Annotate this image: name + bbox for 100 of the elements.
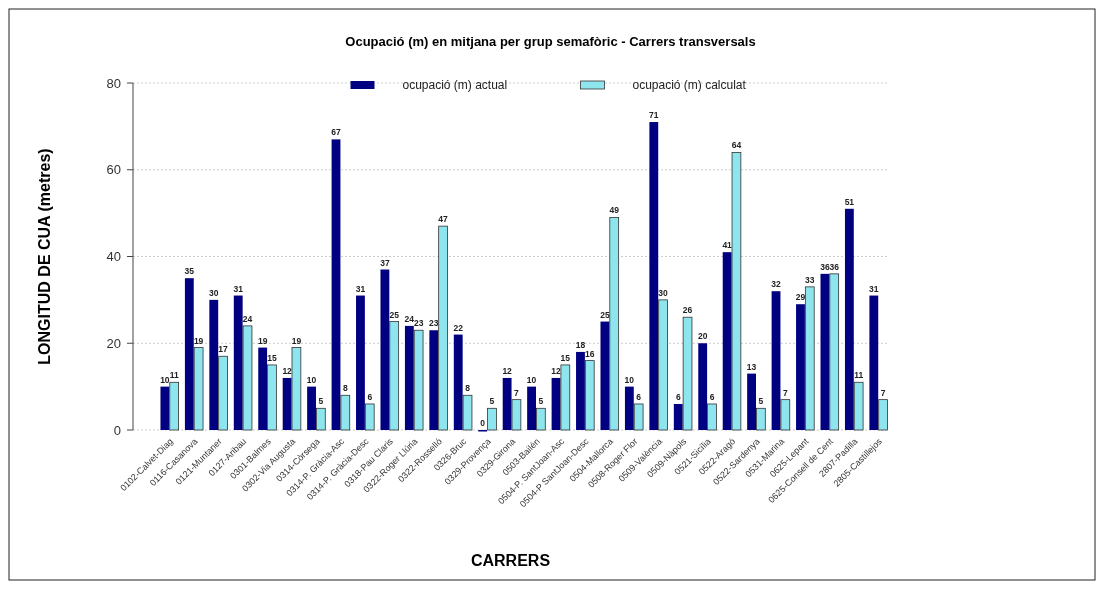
bar — [551, 377, 561, 430]
bar — [487, 407, 497, 431]
bar — [698, 343, 708, 430]
data-label: 15 — [560, 352, 571, 363]
chart-title: Ocupació (m) en mitjana per grup semafòric - Carrers transversals — [345, 34, 756, 49]
data-label: 0 — [480, 418, 486, 428]
bar — [536, 407, 546, 431]
data-label: 47 — [438, 214, 449, 225]
bar — [404, 325, 414, 430]
y-axis-title: LONGITUD DE CUA (metres) — [36, 148, 53, 365]
data-label: 10 — [526, 374, 537, 385]
bar — [282, 377, 292, 430]
bar — [233, 295, 243, 430]
data-label: 25 — [389, 309, 400, 320]
data-label: 49 — [609, 205, 620, 216]
bar — [747, 373, 756, 430]
y-tick-label: 0 — [113, 422, 121, 438]
data-label: 7 — [782, 387, 788, 398]
y-tick-label: 60 — [106, 162, 121, 178]
bar — [218, 355, 228, 431]
bar — [169, 381, 179, 431]
data-label: 10 — [160, 374, 170, 385]
data-label: 67 — [331, 127, 341, 138]
data-label: 20 — [697, 331, 708, 342]
bar — [258, 347, 268, 430]
data-label: 30 — [658, 287, 669, 298]
data-label: 6 — [636, 391, 642, 402]
data-label: 7 — [880, 387, 886, 398]
legend-label: ocupació (m) calculat — [632, 78, 747, 93]
data-label: 29 — [795, 292, 806, 303]
data-label: 24 — [242, 313, 253, 324]
bar — [682, 316, 693, 431]
bar — [658, 299, 668, 431]
data-label: 5 — [538, 396, 544, 407]
y-tick-label: 40 — [106, 249, 121, 265]
data-label: 19 — [291, 335, 302, 346]
data-label: 5 — [318, 396, 324, 407]
data-label: 30 — [209, 287, 219, 298]
data-label: 31 — [233, 283, 244, 294]
data-label: 41 — [722, 240, 733, 251]
bar — [853, 381, 864, 431]
data-label: 16 — [585, 348, 595, 359]
bar — [707, 403, 717, 431]
bar — [511, 399, 522, 431]
data-label: 12 — [282, 365, 293, 376]
bar — [878, 399, 888, 431]
data-label: 8 — [465, 383, 471, 394]
bar — [731, 152, 742, 431]
bar — [609, 217, 620, 431]
data-label: 36 — [829, 261, 840, 272]
bar — [502, 377, 512, 430]
bar — [560, 364, 571, 431]
bar — [307, 386, 316, 430]
bar — [649, 122, 659, 430]
data-label: 35 — [184, 266, 195, 277]
y-tick-label: 80 — [106, 75, 121, 91]
bar — [771, 291, 781, 430]
bar — [364, 403, 375, 431]
data-label: 8 — [342, 383, 348, 394]
bar — [331, 139, 341, 430]
data-label: 31 — [869, 283, 879, 294]
data-label: 17 — [218, 344, 229, 355]
data-label: 12 — [551, 365, 562, 376]
bar — [584, 360, 595, 431]
data-label: 37 — [380, 257, 390, 268]
bar — [804, 286, 815, 431]
bar — [429, 330, 439, 430]
data-label: 6 — [709, 391, 715, 402]
y-tick-label: 20 — [106, 335, 121, 351]
data-label: 5 — [489, 396, 495, 407]
bar — [844, 208, 854, 430]
bar — [160, 386, 170, 430]
data-label: 6 — [367, 391, 373, 402]
data-label: 15 — [267, 352, 277, 363]
bar — [756, 407, 766, 431]
data-label: 12 — [502, 365, 513, 376]
data-label: 31 — [355, 283, 366, 294]
bar — [820, 273, 830, 430]
data-label: 5 — [758, 396, 764, 407]
bar — [796, 304, 805, 430]
data-label: 26 — [682, 305, 693, 316]
legend-label: ocupació (m) actual — [402, 78, 508, 93]
bar — [722, 252, 732, 430]
data-label: 10 — [306, 374, 317, 385]
x-axis-title: CARRERS — [470, 552, 551, 569]
data-label: 23 — [413, 318, 424, 329]
bar — [267, 364, 277, 431]
bar — [633, 403, 644, 431]
data-label: 18 — [575, 339, 586, 350]
data-label: 36 — [820, 261, 830, 272]
bar — [829, 273, 840, 431]
data-label: 10 — [624, 374, 635, 385]
data-label: 7 — [514, 387, 520, 398]
data-label: 24 — [404, 313, 415, 324]
bar — [193, 347, 204, 431]
bar — [780, 399, 791, 431]
bar — [242, 325, 253, 431]
data-label: 51 — [844, 196, 855, 207]
bar — [389, 321, 400, 431]
bar — [576, 351, 585, 430]
